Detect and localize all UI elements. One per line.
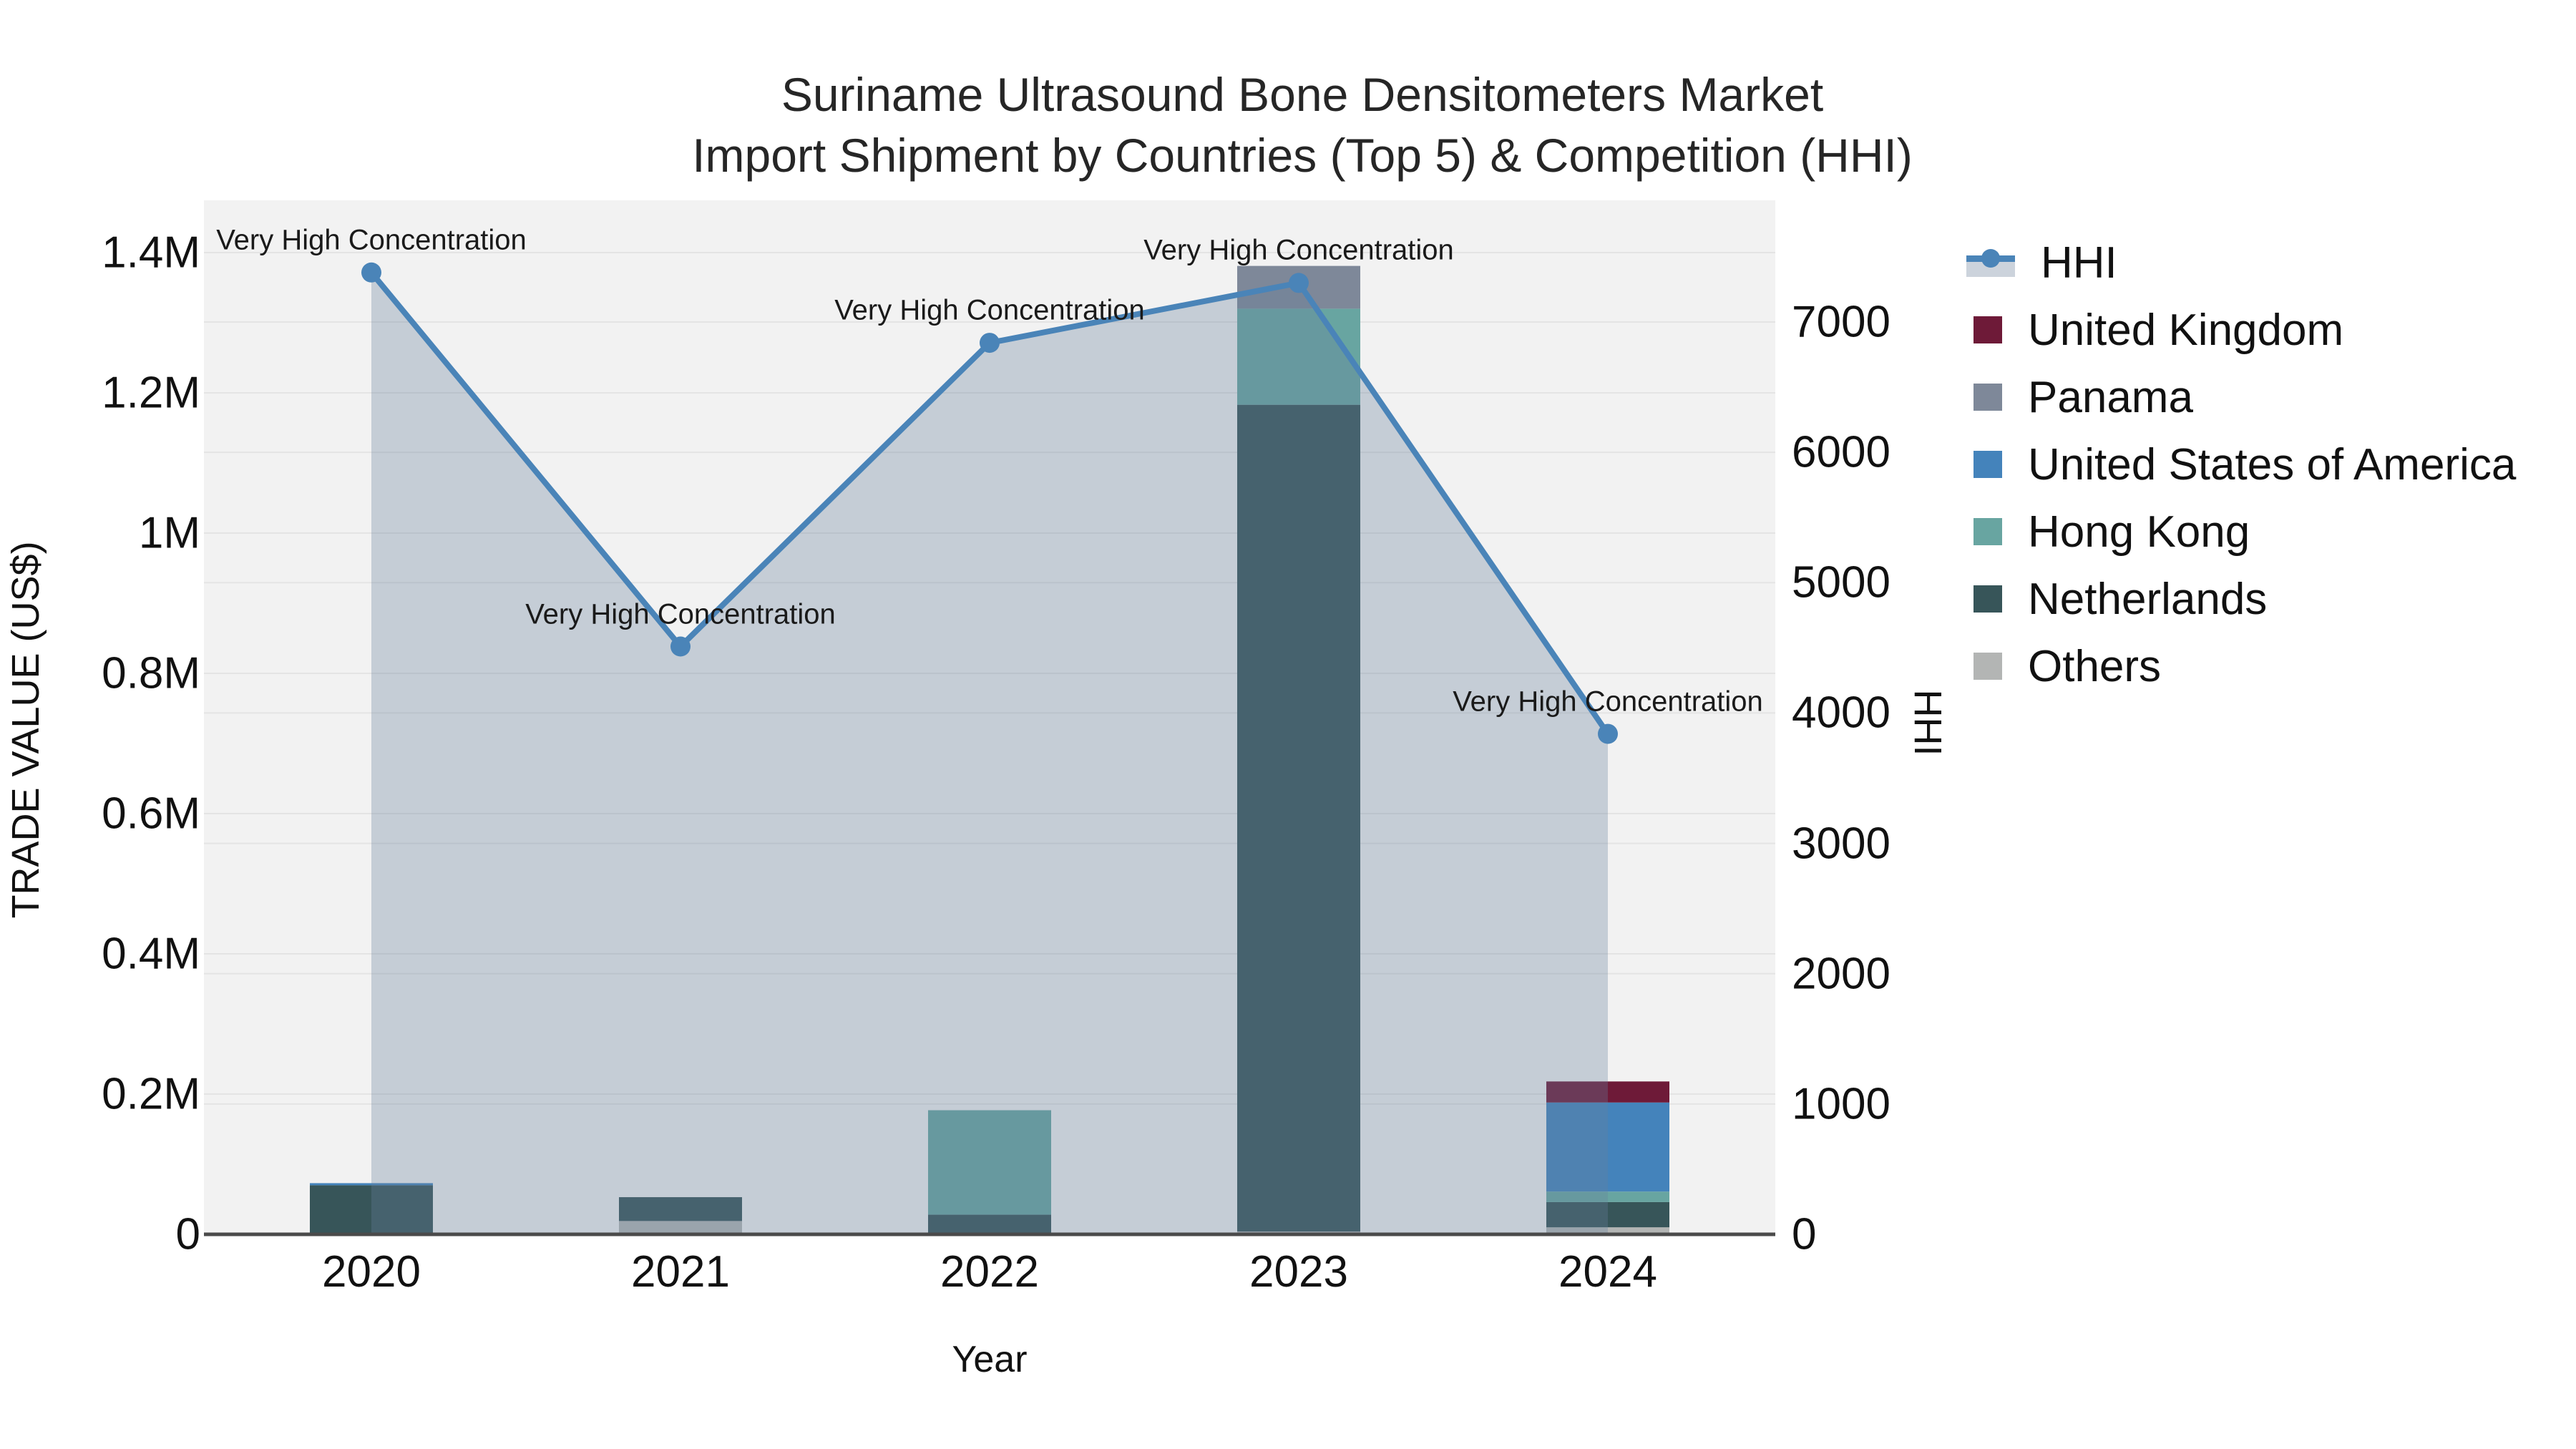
legend-item-others[interactable]: Others	[1966, 633, 2161, 700]
legend-label: United Kingdom	[2028, 305, 2344, 355]
bar-segment	[1546, 1191, 1669, 1202]
annotation-very-high-concentration: Very High Concentration	[1453, 686, 1763, 718]
hhi-marker	[670, 636, 691, 657]
annotation-very-high-concentration: Very High Concentration	[216, 224, 527, 256]
bar-segment	[1546, 1102, 1669, 1192]
legend-label: HHI	[2041, 238, 2117, 288]
bar-segment	[619, 1197, 742, 1221]
legend-swatch	[1974, 384, 2002, 411]
plot-background	[204, 200, 1775, 1234]
annotation-very-high-concentration: Very High Concentration	[834, 294, 1145, 326]
bar-segment	[1237, 404, 1360, 1232]
y-left-tick-label: 1M	[138, 508, 200, 558]
y-right-tick-label: 6000	[1792, 427, 1890, 477]
legend-item-hhi[interactable]: HHI	[1966, 229, 2117, 296]
bar-segment	[928, 1110, 1051, 1215]
legend-swatch	[1974, 451, 2002, 478]
legend-item-united-states-of-america[interactable]: United States of America	[1966, 431, 2516, 498]
chart-title-line2: Import Shipment by Countries (Top 5) & C…	[692, 129, 1913, 182]
legend-label: Others	[2028, 641, 2162, 691]
legend-swatch	[1974, 653, 2002, 680]
legend-label: Hong Kong	[2028, 507, 2250, 557]
x-tick-label: 2020	[322, 1247, 421, 1297]
y-left-tick-label: 0.8M	[102, 648, 200, 698]
bar-segment	[1546, 1081, 1669, 1103]
y-right-tick-label: 0	[1792, 1209, 1817, 1259]
annotation-very-high-concentration: Very High Concentration	[525, 598, 836, 630]
bar-segment	[1546, 1227, 1669, 1234]
bars-group	[310, 265, 1669, 1234]
y-right-axis-title: HHI	[1906, 689, 1949, 756]
y-right-tick-label: 2000	[1792, 949, 1890, 999]
hhi-marker	[1289, 273, 1309, 293]
x-tick-label: 2023	[1249, 1247, 1348, 1297]
legend-item-netherlands[interactable]: Netherlands	[1966, 565, 2267, 633]
y-left-axis-title: TRADE VALUE (US$)	[4, 541, 47, 919]
bar-segment	[1546, 1201, 1669, 1228]
legend-label: Panama	[2028, 372, 2193, 422]
bar-segment	[928, 1214, 1051, 1234]
x-tick-label: 2021	[631, 1247, 730, 1297]
y-left-tick-label: 0.4M	[102, 929, 200, 979]
y-left-tick-label: 1.4M	[102, 228, 200, 278]
legend-item-hong-kong[interactable]: Hong Kong	[1966, 498, 2250, 565]
legend-item-united-kingdom[interactable]: United Kingdom	[1966, 296, 2343, 364]
bar-segment	[310, 1185, 433, 1234]
y-right-tick-label: 3000	[1792, 819, 1890, 869]
hhi-legend-glyph	[1966, 244, 2015, 281]
y-right-tick-label: 5000	[1792, 557, 1890, 608]
legend-item-panama[interactable]: Panama	[1966, 364, 2193, 431]
x-tick-label: 2022	[940, 1247, 1039, 1297]
y-left-tick-label: 1.2M	[102, 368, 200, 418]
y-left-tick-label: 0	[175, 1209, 200, 1259]
legend-swatch	[1974, 585, 2002, 613]
annotation-very-high-concentration: Very High Concentration	[1143, 234, 1454, 266]
y-left-tick-label: 0.6M	[102, 789, 200, 839]
legend-swatch	[1974, 518, 2002, 545]
y-right-tick-label: 1000	[1792, 1079, 1890, 1129]
legend-label: Netherlands	[2028, 574, 2268, 624]
hhi-marker	[980, 333, 1000, 353]
hhi-area-fill	[371, 272, 1608, 1234]
gridlines	[204, 252, 1775, 1105]
hhi-marker	[361, 262, 381, 283]
bar-segment	[619, 1221, 742, 1234]
x-axis-title: Year	[952, 1339, 1028, 1380]
hhi-legend-band	[1966, 261, 2015, 277]
bar-segment	[310, 1183, 433, 1186]
legend-label: United States of America	[2028, 439, 2517, 489]
bar-segment	[1237, 308, 1360, 405]
y-left-tick-label: 0.2M	[102, 1069, 200, 1119]
hhi-marker	[1598, 723, 1618, 744]
hhi-legend-marker	[1981, 249, 2000, 268]
y-right-tick-label: 4000	[1792, 688, 1890, 738]
x-tick-label: 2024	[1558, 1247, 1657, 1297]
legend-swatch	[1974, 316, 2002, 343]
chart-title-line1: Suriname Ultrasound Bone Densitometers M…	[781, 68, 1824, 121]
y-right-tick-label: 7000	[1792, 297, 1890, 347]
